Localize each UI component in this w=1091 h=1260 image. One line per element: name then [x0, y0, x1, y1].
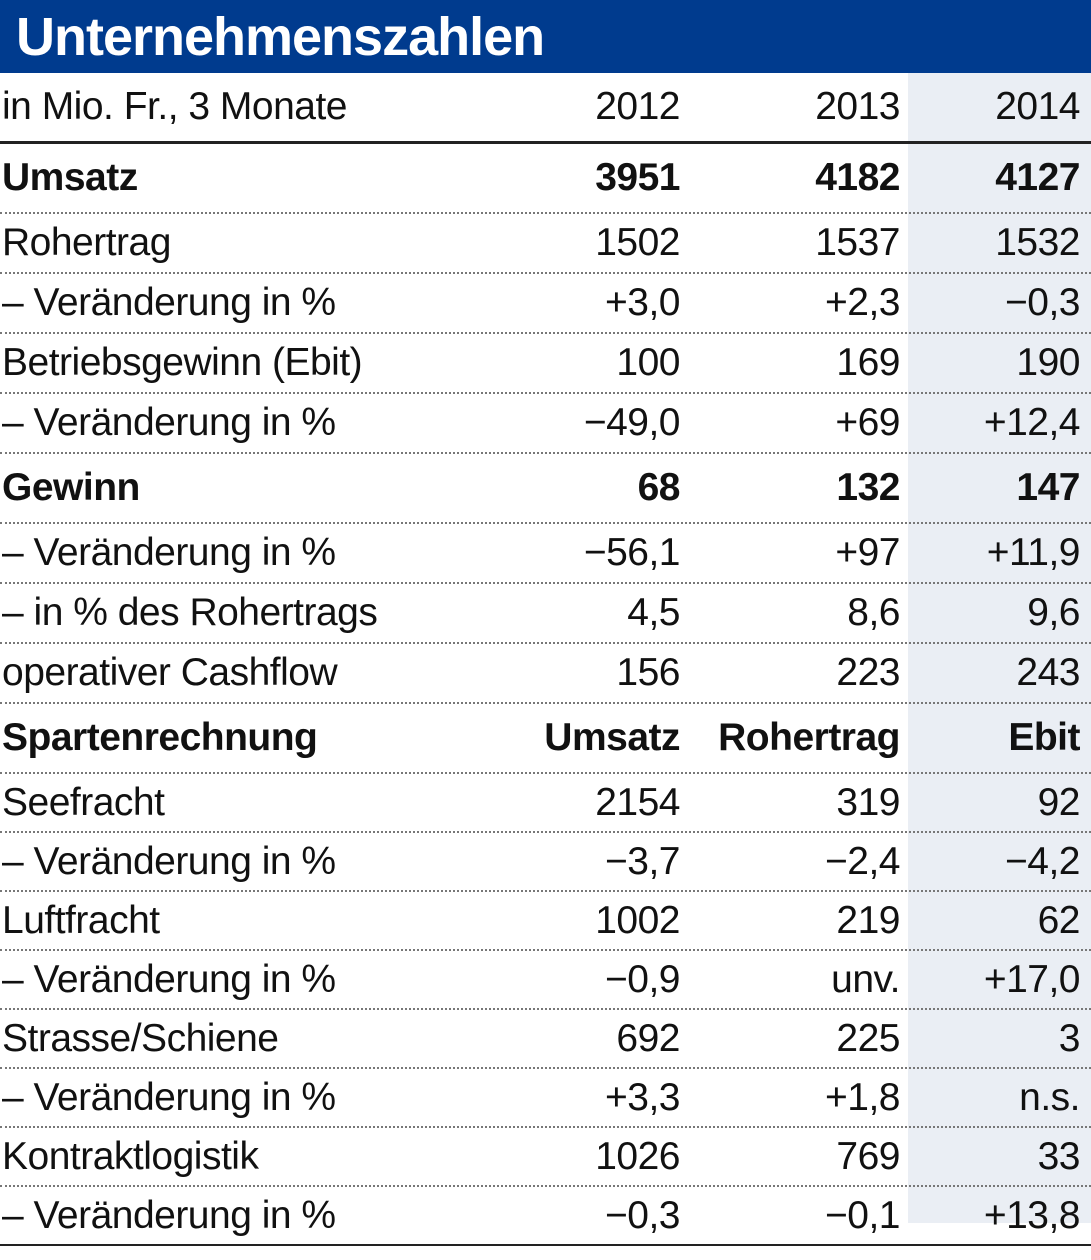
section-title: Spartenrechnung — [2, 716, 318, 759]
column-header-2012: 2012 — [595, 85, 680, 128]
cell-value: 1502 — [595, 221, 680, 264]
row-label: Umsatz — [2, 156, 138, 199]
cell-value: −0,1 — [825, 1193, 901, 1237]
cell-value: 92 — [1037, 780, 1081, 824]
cell-value: 4182 — [815, 156, 900, 199]
cell-value: +1,8 — [825, 1075, 901, 1119]
row-label: Seefracht — [2, 780, 165, 824]
table-row: Betriebsgewinn (Ebit) 100 169 190 — [0, 334, 1091, 394]
column-header-row: in Mio. Fr., 3 Monate 2012 2013 2014 — [0, 73, 1091, 144]
table-title: Unternehmenszahlen — [16, 7, 545, 67]
cell-value: +17,0 — [983, 957, 1081, 1001]
cell-value: 3 — [1058, 1016, 1081, 1060]
cell-value: +69 — [835, 401, 900, 444]
table-row: – Veränderung in % −3,7 −2,4 −4,2 — [0, 833, 1091, 892]
row-label: – Veränderung in % — [2, 281, 336, 324]
cell-value: −2,4 — [825, 839, 901, 883]
cell-value: +12,4 — [983, 401, 1081, 444]
column-header-2013: 2013 — [815, 85, 900, 128]
table-row: Strasse/Schiene 692 225 3 — [0, 1010, 1091, 1069]
row-label: Strasse/Schiene — [2, 1016, 279, 1060]
cell-value: 4,5 — [627, 591, 680, 634]
cell-value: 156 — [616, 651, 680, 694]
table-row: Umsatz 3951 4182 4127 — [0, 144, 1091, 214]
row-label: – Veränderung in % — [2, 531, 336, 574]
row-label: – Veränderung in % — [2, 957, 336, 1001]
cell-value: 1026 — [595, 1134, 680, 1178]
cell-value: 1002 — [595, 898, 680, 942]
cell-value: +2,3 — [825, 281, 901, 324]
column-header-rohertrag: Rohertrag — [718, 716, 900, 759]
cell-value: +13,8 — [983, 1193, 1081, 1237]
row-label: – Veränderung in % — [2, 839, 336, 883]
cell-value: +3,3 — [605, 1075, 681, 1119]
row-label: operativer Cashflow — [2, 651, 338, 694]
cell-value: 225 — [836, 1016, 900, 1060]
cell-value: 2154 — [595, 780, 680, 824]
cell-value: 1532 — [995, 221, 1080, 264]
cell-value: −56,1 — [583, 531, 681, 574]
row-label: Rohertrag — [2, 221, 171, 264]
row-label: in Mio. Fr., 3 Monate — [2, 85, 347, 128]
table-row: operativer Cashflow 156 223 243 — [0, 644, 1091, 704]
cell-value: −49,0 — [583, 401, 681, 444]
table-row: – in % des Rohertrags 4,5 8,6 9,6 — [0, 584, 1091, 644]
table-row: – Veränderung in % −49,0 +69 +12,4 — [0, 394, 1091, 454]
financial-table: in Mio. Fr., 3 Monate 2012 2013 2014 Ums… — [0, 73, 1091, 1246]
row-label: Kontraktlogistik — [2, 1134, 259, 1178]
cell-value: 190 — [1016, 341, 1080, 384]
cell-value: 1537 — [815, 221, 900, 264]
table-row: Rohertrag 1502 1537 1532 — [0, 214, 1091, 274]
column-header-ebit: Ebit — [1008, 716, 1080, 759]
table-row: – Veränderung in % +3,0 +2,3 −0,3 — [0, 274, 1091, 334]
table-row: Kontraktlogistik 1026 769 33 — [0, 1128, 1091, 1187]
cell-value: 8,6 — [847, 591, 900, 634]
column-header-umsatz: Umsatz — [544, 716, 680, 759]
cell-value: 3951 — [595, 156, 680, 199]
table-header-bar: Unternehmenszahlen — [0, 0, 1091, 73]
table-row: Gewinn 68 132 147 — [0, 454, 1091, 524]
table-row: Seefracht 2154 319 92 — [0, 774, 1091, 833]
cell-value: 243 — [1016, 651, 1080, 694]
cell-value: −0,3 — [1005, 281, 1081, 324]
table-row: – Veränderung in % +3,3 +1,8 n.s. — [0, 1069, 1091, 1128]
row-label: Betriebsgewinn (Ebit) — [2, 341, 363, 384]
cell-value: +3,0 — [605, 281, 681, 324]
section-header-row: Spartenrechnung Umsatz Rohertrag Ebit — [0, 704, 1091, 774]
cell-value: 33 — [1037, 1134, 1081, 1178]
cell-value: 169 — [836, 341, 900, 384]
row-label: – in % des Rohertrags — [2, 591, 378, 634]
cell-value: 769 — [836, 1134, 900, 1178]
cell-value: 9,6 — [1027, 591, 1080, 634]
highlight-column-2014 — [908, 73, 1091, 1223]
cell-value: 4127 — [995, 156, 1080, 199]
cell-value: 62 — [1037, 898, 1081, 942]
table-row: Luftfracht 1002 219 62 — [0, 892, 1091, 951]
cell-value: −3,7 — [605, 839, 681, 883]
table-row: – Veränderung in % −0,3 −0,1 +13,8 — [0, 1187, 1091, 1246]
cell-value: 692 — [616, 1016, 680, 1060]
cell-value: −0,9 — [605, 957, 681, 1001]
cell-value: unv. — [831, 957, 900, 1001]
cell-value: 319 — [836, 780, 900, 824]
row-label: – Veränderung in % — [2, 1075, 336, 1119]
cell-value: −0,3 — [605, 1193, 681, 1237]
cell-value: 132 — [836, 466, 900, 509]
table-row: – Veränderung in % −56,1 +97 +11,9 — [0, 524, 1091, 584]
column-header-2014: 2014 — [995, 85, 1080, 128]
cell-value: 223 — [836, 651, 900, 694]
cell-value: −4,2 — [1005, 839, 1081, 883]
row-label: Luftfracht — [2, 898, 160, 942]
cell-value: n.s. — [1019, 1075, 1080, 1119]
row-label: Gewinn — [2, 466, 140, 509]
cell-value: 68 — [637, 466, 681, 509]
cell-value: 219 — [836, 898, 900, 942]
cell-value: +97 — [835, 531, 900, 574]
cell-value: 147 — [1016, 466, 1080, 509]
table-row: – Veränderung in % −0,9 unv. +17,0 — [0, 951, 1091, 1010]
row-label: – Veränderung in % — [2, 1193, 336, 1237]
cell-value: +11,9 — [986, 531, 1081, 574]
row-label: – Veränderung in % — [2, 401, 336, 444]
cell-value: 100 — [616, 341, 680, 384]
